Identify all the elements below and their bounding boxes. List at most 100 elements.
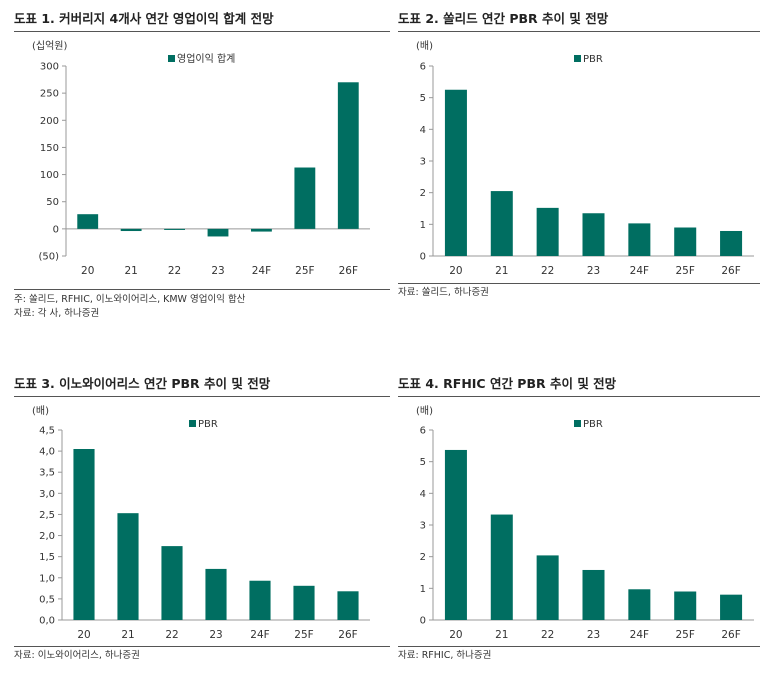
bar [720,230,743,256]
source-note: 자료: 각 사, 하나증권 [14,308,100,319]
bar [161,546,183,620]
bar [490,514,513,620]
x-tick-label: 21 [124,265,137,277]
y-tick-label: 1,5 [39,552,55,563]
y-tick-label: 1 [420,584,426,595]
source-divider [398,646,760,647]
bar [337,591,359,620]
x-tick-label: 26F [721,265,740,277]
x-tick-label: 20 [449,265,462,277]
x-tick-label: 24F [252,265,271,277]
x-tick-label: 22 [541,265,554,277]
x-tick-label: 25F [295,265,314,277]
bar [490,191,513,256]
y-tick-label: 3,5 [39,468,55,479]
unit-label: (배) [416,405,433,417]
bar [251,228,272,232]
y-tick-label: 2,0 [39,531,55,542]
x-tick-label: 26F [338,629,357,641]
y-tick-label: 0,5 [39,594,55,605]
legend-label: PBR [583,54,603,65]
legend-label: PBR [198,419,218,430]
chart-panel-operating-profit: 도표 1. 커버리지 4개사 연간 영업이익 합계 전망 (십억원) 영업이익 합… [14,8,390,328]
source-divider [14,289,390,290]
chart-panel-rfhic-pbr: 도표 4. RFHIC 연간 PBR 추이 및 전망 (배) PBR 0 1 2 3 4 5 6… [398,373,760,673]
y-tick-label: 4 [420,489,426,500]
bar [117,513,139,620]
y-tick-label: 4 [420,125,426,136]
bar [337,82,359,229]
x-tick-label: 23 [587,629,600,641]
legend-label: 영업이익 합계 [177,52,235,65]
y-tick-label: 200 [40,116,59,127]
y-tick-label: 100 [40,170,59,181]
chart-panel-solid-pbr: 도표 2. 쏠리드 연간 PBR 추이 및 전망 (배) PBR 0 1 2 3 4 5 6 20… [398,8,760,328]
bar [249,580,271,620]
chart-title: 도표 4. RFHIC 연간 PBR 추이 및 전망 [398,376,617,391]
y-tick-label: 1 [420,220,426,231]
y-tick-label: 6 [420,426,426,437]
unit-label: (십억원) [32,40,68,52]
x-tick-label: 25F [676,265,695,277]
x-tick-label: 21 [495,629,508,641]
x-tick-label: 22 [168,265,181,277]
bar [120,228,142,232]
bar [293,585,315,620]
y-tick-label: 3,0 [39,489,55,500]
x-tick-label: 26F [721,629,740,641]
source-note: 자료: RFHIC, 하나증권 [398,650,492,661]
x-tick-label: 24F [630,629,649,641]
x-tick-label: 24F [630,265,649,277]
bar [444,449,467,620]
y-tick-label: 4,5 [39,426,55,437]
legend-swatch [189,420,196,427]
bar [205,568,227,620]
x-tick-label: 20 [449,629,462,641]
y-tick-label: 150 [40,143,59,154]
y-tick-label: 50 [46,197,59,208]
y-tick-label: 4,0 [39,447,55,458]
source-note: 주: 쏠리드, RFHIC, 이노와이어리스, KMW 영업이익 합산 [14,294,246,305]
x-tick-label: 23 [587,265,600,277]
chart-panel-innowireless-pbr: 도표 3. 이노와이어리스 연간 PBR 추이 및 전망 (배) PBR 0,0 0,… [14,373,390,673]
x-tick-label: 22 [541,629,554,641]
x-tick-label: 24F [250,629,269,641]
bar [164,228,185,230]
legend-label: PBR [583,419,603,430]
unit-label: (배) [416,40,433,52]
legend-swatch [574,420,581,427]
y-tick-label: 2 [420,552,426,563]
y-tick-label: 0 [53,224,59,235]
y-tick-label: 1,0 [39,573,55,584]
y-tick-label: 2 [420,188,426,199]
bar [77,214,99,229]
source-note: 자료: 쏠리드, 하나증권 [398,287,489,298]
bar [536,207,559,256]
y-tick-label: 0,0 [39,616,55,627]
title-divider [398,31,760,32]
x-tick-label: 22 [165,629,178,641]
y-tick-label: 3 [420,521,426,532]
legend-swatch [574,55,581,62]
unit-label: (배) [32,405,49,417]
y-tick-label: 0 [420,252,426,263]
y-tick-label: 5 [420,93,426,104]
bar-chart: (배) PBR 0,0 0,5 1,0 1,5 2,0 2,5 3,0 3,5 4,0 4,5 20 21… [32,405,370,641]
bar [582,213,605,256]
bar [294,167,316,229]
title-divider [14,31,390,32]
y-tick-label: 300 [40,62,59,73]
bar [582,569,605,620]
x-tick-label: 25F [294,629,313,641]
bar [536,555,559,620]
x-tick-label: 21 [495,265,508,277]
bar [73,449,95,620]
chart-title: 도표 2. 쏠리드 연간 PBR 추이 및 전망 [398,11,609,26]
x-tick-label: 26F [339,265,358,277]
source-note: 자료: 이노와이어리스, 하나증권 [14,650,140,661]
x-tick-label: 25F [676,629,695,641]
x-tick-label: 20 [77,629,90,641]
bar [628,223,651,256]
